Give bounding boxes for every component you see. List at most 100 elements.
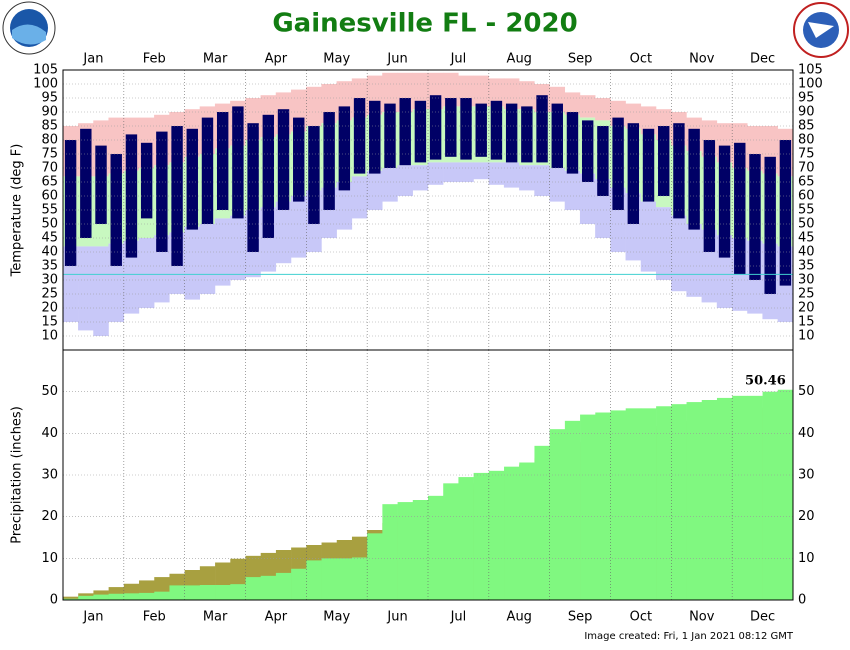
- actual-range: [627, 123, 640, 224]
- actual-range: [201, 117, 214, 224]
- x-tick-label: Dec: [750, 52, 775, 67]
- x-tick-label: Jun: [386, 610, 407, 625]
- actual-range: [308, 126, 320, 224]
- record-low-range: [138, 238, 155, 308]
- y-tick-label: 20: [798, 509, 815, 524]
- y-tick-label: 50: [798, 384, 815, 399]
- actual-precip: [519, 462, 535, 600]
- actual-precip: [63, 598, 79, 600]
- y-tick-label: 25: [798, 287, 815, 302]
- actual-precip: [199, 585, 216, 600]
- y-tick-label: 40: [41, 245, 58, 260]
- actual-precip: [732, 395, 748, 600]
- actual-precip: [291, 568, 307, 600]
- chart-title: Gainesville FL - 2020: [272, 9, 577, 39]
- y-tick-label: 65: [798, 175, 815, 190]
- actual-precip: [625, 408, 642, 600]
- actual-precip: [610, 410, 627, 600]
- actual-precip: [777, 389, 794, 600]
- y-tick-label: 105: [33, 63, 58, 78]
- record-low-range: [93, 246, 109, 336]
- record-low-range: [290, 196, 307, 258]
- y-tick-label: 50: [41, 217, 58, 232]
- record-low-range: [640, 201, 657, 272]
- x-tick-label: Jan: [82, 52, 103, 67]
- y-tick-label: 95: [798, 91, 815, 106]
- actual-range: [642, 128, 655, 202]
- normal-precip: [63, 596, 79, 600]
- y-tick-label: 75: [798, 147, 815, 162]
- record-low-range: [397, 165, 413, 196]
- record-low-range: [473, 162, 489, 180]
- x-tick-label: Nov: [689, 52, 715, 67]
- record-high-range: [473, 75, 489, 107]
- y-tick-label: 60: [41, 189, 58, 204]
- record-low-range: [503, 162, 520, 188]
- record-low-range: [78, 246, 94, 331]
- actual-range: [64, 140, 77, 266]
- actual-precip: [215, 585, 231, 600]
- x-tick-label: Nov: [689, 610, 715, 625]
- record-low-range: [549, 168, 566, 202]
- x-tick-label: Jul: [450, 610, 467, 625]
- actual-range: [110, 154, 122, 266]
- y-tick-label: 85: [798, 119, 815, 134]
- actual-range: [338, 106, 351, 191]
- record-high-range: [382, 72, 398, 112]
- actual-precip: [367, 533, 383, 600]
- actual-range: [658, 126, 670, 196]
- y-tick-label: 65: [41, 175, 58, 190]
- record-low-range: [351, 176, 368, 219]
- record-low-range: [534, 165, 550, 196]
- record-low-range: [671, 215, 687, 292]
- x-tick-label: Mar: [203, 610, 228, 625]
- x-tick-label: Sep: [568, 52, 593, 67]
- plot-frame: [62, 349, 794, 601]
- actual-precip: [686, 402, 703, 600]
- x-tick-label: Aug: [507, 52, 532, 67]
- y-tick-label: 50: [41, 384, 58, 399]
- actual-precip: [504, 466, 520, 600]
- actual-precip: [458, 477, 474, 600]
- record-low-range: [488, 162, 505, 185]
- actual-range: [749, 154, 761, 280]
- actual-range: [277, 109, 290, 210]
- y-tick-label: 100: [33, 77, 58, 92]
- record-low-range: [655, 207, 672, 280]
- actual-precip: [336, 558, 353, 600]
- x-tick-label: May: [323, 52, 350, 67]
- y-tick-label: 75: [41, 147, 58, 162]
- x-tick-label: Oct: [630, 610, 652, 625]
- x-tick-label: Oct: [630, 52, 652, 67]
- y-tick-label: 30: [41, 273, 58, 288]
- record-low-range: [564, 170, 581, 210]
- actual-precip: [640, 408, 657, 600]
- record-high-range: [412, 72, 429, 110]
- actual-range: [718, 145, 731, 258]
- actual-range: [581, 120, 594, 182]
- record-low-range: [519, 165, 535, 191]
- record-low-range: [443, 162, 459, 182]
- y-tick-label: 40: [798, 245, 815, 260]
- y-tick-label: 50: [798, 217, 815, 232]
- y-tick-label: 35: [798, 259, 815, 274]
- actual-range: [779, 140, 792, 286]
- actual-range: [293, 117, 305, 202]
- y-tick-label: 105: [798, 63, 823, 78]
- actual-precip: [184, 585, 201, 600]
- y-tick-label: 40: [798, 426, 815, 441]
- actual-range: [384, 103, 396, 168]
- actual-range: [521, 106, 533, 163]
- actual-precip: [701, 400, 718, 600]
- x-tick-label: Mar: [203, 52, 228, 67]
- actual-range: [597, 126, 609, 196]
- y-tick-label: 20: [41, 509, 58, 524]
- actual-precip: [443, 483, 459, 600]
- actual-range: [323, 112, 335, 210]
- grid: [63, 69, 793, 601]
- x-tick-label: Sep: [568, 610, 593, 625]
- y-tick-label: 80: [41, 133, 58, 148]
- actual-range: [490, 100, 503, 160]
- record-low-range: [199, 224, 216, 294]
